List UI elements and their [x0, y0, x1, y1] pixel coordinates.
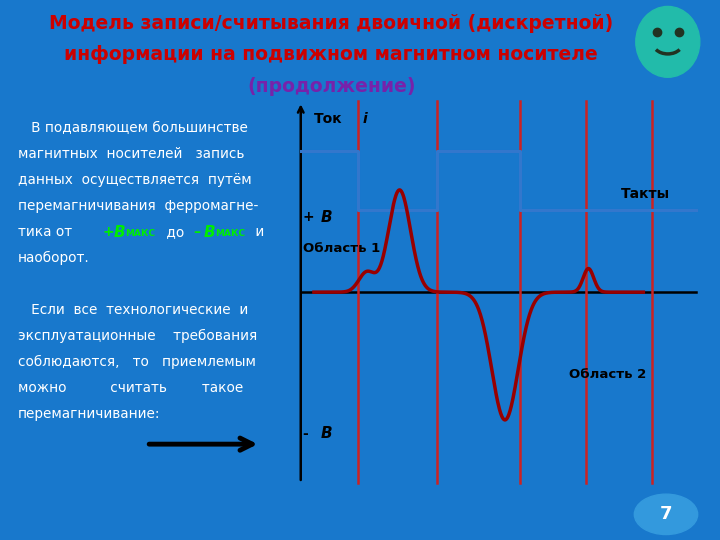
Text: эксплуатационные    требования: эксплуатационные требования: [18, 329, 257, 343]
Text: Если  все  технологические  и: Если все технологические и: [18, 303, 248, 317]
Text: B: B: [204, 225, 215, 240]
Text: и: и: [251, 225, 264, 239]
Text: Область 1: Область 1: [303, 242, 380, 255]
Text: до: до: [162, 225, 189, 239]
Text: наоборот.: наоборот.: [18, 251, 90, 265]
Text: +: +: [103, 225, 114, 239]
Text: В подавляющем большинстве: В подавляющем большинстве: [18, 122, 248, 136]
Text: B: B: [320, 426, 332, 441]
Text: перемагничивание:: перемагничивание:: [18, 407, 161, 421]
Text: Ток: Ток: [314, 112, 343, 126]
Text: перемагничивания  ферромагне-: перемагничивания ферромагне-: [18, 199, 258, 213]
Text: магнитных  носителей   запись: магнитных носителей запись: [18, 147, 244, 161]
Text: B: B: [114, 225, 125, 240]
Circle shape: [636, 6, 700, 77]
Text: МАКС: МАКС: [125, 230, 156, 239]
Text: Такты: Такты: [621, 187, 670, 201]
Text: –: –: [193, 225, 200, 239]
Circle shape: [634, 494, 698, 535]
Text: МАКС: МАКС: [215, 230, 246, 239]
Text: соблюдаются,   то   приемлемым: соблюдаются, то приемлемым: [18, 355, 256, 369]
Text: +: +: [303, 211, 320, 225]
Text: -: -: [303, 427, 314, 441]
Text: B: B: [320, 210, 332, 225]
Text: тика от: тика от: [18, 225, 72, 239]
Text: Модель записи/считывания двоичной (дискретной): Модель записи/считывания двоичной (дискр…: [49, 14, 613, 33]
Text: данных  осуществляется  путём: данных осуществляется путём: [18, 173, 251, 187]
Text: можно          считать        такое: можно считать такое: [18, 381, 243, 395]
Text: i: i: [362, 112, 367, 126]
Text: Область 2: Область 2: [569, 368, 646, 381]
Text: 7: 7: [660, 505, 672, 523]
Text: (продолжение): (продолжение): [247, 77, 415, 97]
Text: информации на подвижном магнитном носителе: информации на подвижном магнитном носите…: [64, 45, 598, 64]
